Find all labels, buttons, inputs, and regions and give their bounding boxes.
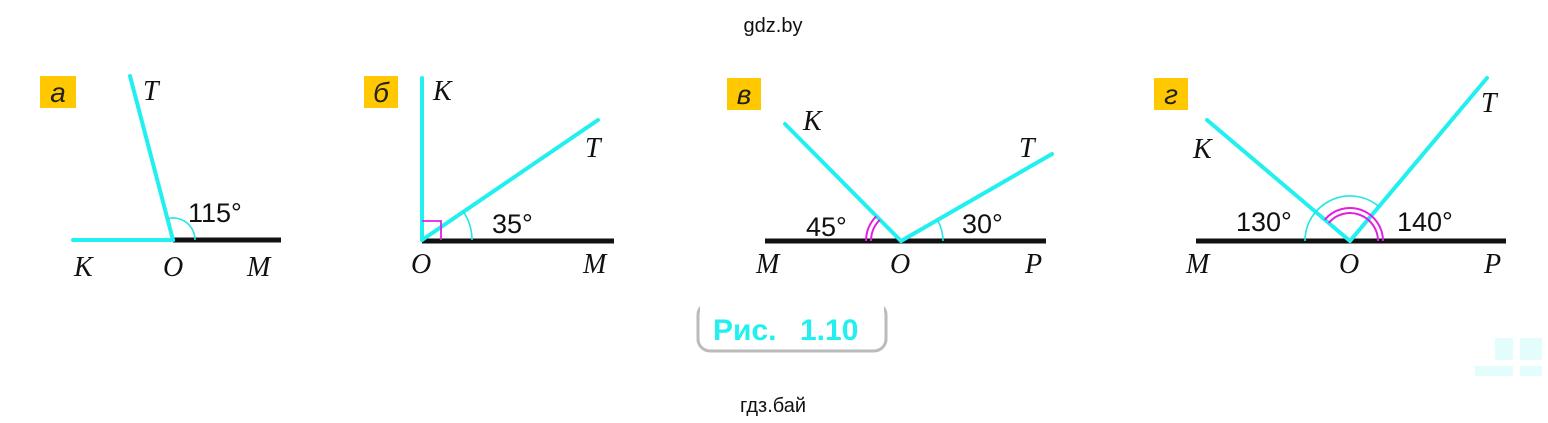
angle-value-mok: 45°	[806, 212, 847, 242]
ray-ok	[1205, 118, 1352, 243]
corner-decoration	[1475, 338, 1542, 376]
angle-value-top: 30°	[962, 209, 1003, 239]
right-angle-mark	[422, 220, 442, 240]
angle-arc-double-outer	[865, 215, 878, 242]
point-p: P	[1483, 249, 1501, 280]
ray-ot	[1348, 76, 1489, 243]
point-k: K	[1192, 134, 1213, 165]
header-watermark: gdz.by	[744, 15, 803, 37]
ray-ot	[128, 74, 175, 242]
panel-label: в	[737, 79, 752, 110]
point-t: T	[1019, 133, 1037, 164]
point-o: O	[163, 252, 183, 283]
panel-a: а 115° T K O M	[40, 74, 281, 283]
point-t: T	[1481, 88, 1499, 119]
panel-label: г	[1164, 79, 1178, 110]
angle-arc	[1304, 195, 1380, 242]
caption-frame-mask	[700, 300, 884, 330]
angle-arc-double-outer	[1323, 206, 1384, 242]
panel-label-bg	[1154, 78, 1188, 110]
caption-prefix: Рис.	[713, 314, 776, 347]
angle-value-mot: 130°	[1236, 207, 1292, 237]
ray-ot	[899, 152, 1054, 243]
point-o: O	[1339, 249, 1359, 280]
angle-arc	[936, 219, 944, 242]
ray-ok	[783, 122, 903, 243]
angle-value: 115°	[188, 198, 242, 228]
point-k: K	[73, 252, 94, 283]
point-m: M	[1185, 249, 1211, 280]
point-t: T	[585, 133, 603, 164]
ray-ot	[420, 118, 600, 242]
panel-g: г 130° 140° K T M O P	[1154, 76, 1506, 280]
point-o: O	[411, 249, 431, 280]
panel-label-bg	[727, 78, 761, 110]
angle-arc-double-inner	[870, 219, 881, 242]
panel-label-bg	[40, 76, 76, 108]
angle-arc	[167, 217, 196, 241]
panel-label: б	[373, 77, 390, 108]
angle-arc-double-inner	[1327, 212, 1379, 242]
point-m: M	[582, 249, 608, 280]
footer-watermark: гдз.бай	[740, 395, 806, 417]
panel-v: в 45° 30° K T M O P	[727, 78, 1054, 280]
point-p: P	[1024, 249, 1042, 280]
point-t: T	[143, 76, 161, 107]
point-o: O	[890, 249, 910, 280]
panel-label-bg	[364, 76, 398, 108]
point-m: M	[246, 252, 272, 283]
point-k: K	[802, 106, 823, 137]
point-m: M	[755, 249, 781, 280]
caption-number: 1.10	[800, 314, 858, 347]
panel-label: а	[50, 77, 66, 108]
angle-value-pok: 140°	[1397, 207, 1453, 237]
point-k: K	[432, 76, 453, 107]
angle-arc	[462, 210, 473, 241]
figure-caption: Рис. 1.10	[696, 300, 888, 353]
angle-value: 35°	[492, 209, 533, 239]
panel-b: б 35° K T O M	[364, 76, 614, 280]
